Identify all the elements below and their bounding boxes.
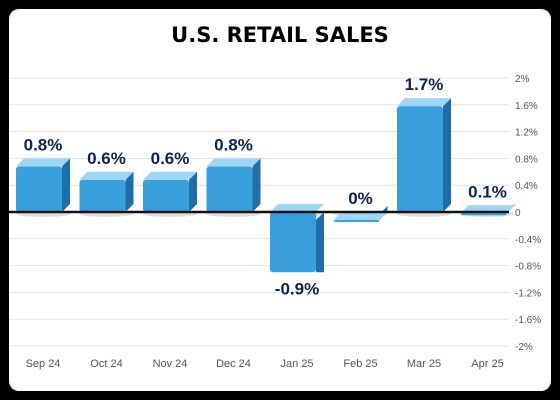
y-axis: 2% 1.6% 1.2% 0.8% 0.4% 0 -0.4% -0.8% -1.2% -1.6% -… xyxy=(515,74,541,353)
bar-front xyxy=(206,166,253,212)
y-tick-label: 1.6% xyxy=(515,101,538,112)
y-tick-label: 1.2% xyxy=(515,128,538,139)
bar-front xyxy=(460,213,507,216)
x-axis: Sep 24 Oct 24 Nov 24 Dec 24 Jan 25 Feb 25 Mar … xyxy=(26,358,504,370)
bar-side xyxy=(316,212,324,273)
bar-side xyxy=(252,158,261,212)
bar xyxy=(270,204,324,273)
y-tick-label: -0.4% xyxy=(515,235,541,246)
data-label: 0.8% xyxy=(214,135,253,154)
bar-front xyxy=(270,212,316,273)
y-tick-label: -2% xyxy=(515,342,533,353)
y-tick-label: 2% xyxy=(515,74,530,85)
x-tick-label: Dec 24 xyxy=(216,358,251,370)
bar-top xyxy=(333,212,388,220)
bar-front xyxy=(16,166,62,212)
x-tick-label: Oct 24 xyxy=(90,358,122,370)
chart-frame: U.S. RETAIL SALES 2% 1.6% 1.2% 0.8% 0.4% 0 -0.… xyxy=(9,9,551,391)
bar xyxy=(333,206,388,222)
data-label: 0.1% xyxy=(468,182,507,201)
y-tick-label: -1.6% xyxy=(515,315,541,326)
bar-top xyxy=(270,204,324,212)
data-label: 0.6% xyxy=(87,149,126,168)
bar-top xyxy=(79,171,134,180)
bar-top xyxy=(397,98,451,107)
bar-front xyxy=(143,179,189,212)
bar-top xyxy=(16,158,70,167)
data-label: 0.6% xyxy=(151,149,190,168)
bar xyxy=(206,158,261,217)
bar xyxy=(16,158,70,217)
y-tick-label: 0.4% xyxy=(515,181,538,192)
bar-top xyxy=(143,171,197,180)
bar-top xyxy=(206,158,261,167)
bar-side xyxy=(125,171,134,212)
bar-side xyxy=(443,98,451,212)
bar xyxy=(143,171,197,217)
chart-title: U.S. RETAIL SALES xyxy=(171,23,389,47)
retail-sales-chart: U.S. RETAIL SALES 2% 1.6% 1.2% 0.8% 0.4% 0 -0.… xyxy=(9,23,541,370)
bar-front xyxy=(397,106,443,212)
bar xyxy=(460,204,515,217)
x-tick-label: Feb 25 xyxy=(343,358,377,370)
data-label: 0% xyxy=(348,189,373,208)
bar xyxy=(79,171,134,217)
bar-side xyxy=(189,171,197,212)
bar-side xyxy=(62,158,70,212)
y-tick-label: 0 xyxy=(515,208,521,219)
y-tick-label: -1.2% xyxy=(515,288,541,299)
x-tick-label: Mar 25 xyxy=(407,358,441,370)
data-label: 1.7% xyxy=(405,75,444,94)
bar xyxy=(397,98,451,217)
value-labels: 0.8% 0.6% 0.6% 0.8% -0.9% 0% 1.7% 0.1% xyxy=(24,75,507,298)
x-tick-label: Jan 25 xyxy=(280,358,313,370)
data-label: 0.8% xyxy=(24,135,63,154)
y-tick-label: -0.8% xyxy=(515,262,541,273)
x-tick-label: Nov 24 xyxy=(153,358,188,370)
bar-front xyxy=(79,179,126,212)
data-label: -0.9% xyxy=(275,279,319,298)
x-tick-label: Sep 24 xyxy=(26,358,61,370)
bar-front xyxy=(333,220,380,222)
y-tick-label: 0.8% xyxy=(515,154,538,165)
bars xyxy=(16,98,515,273)
x-tick-label: Apr 25 xyxy=(471,358,503,370)
